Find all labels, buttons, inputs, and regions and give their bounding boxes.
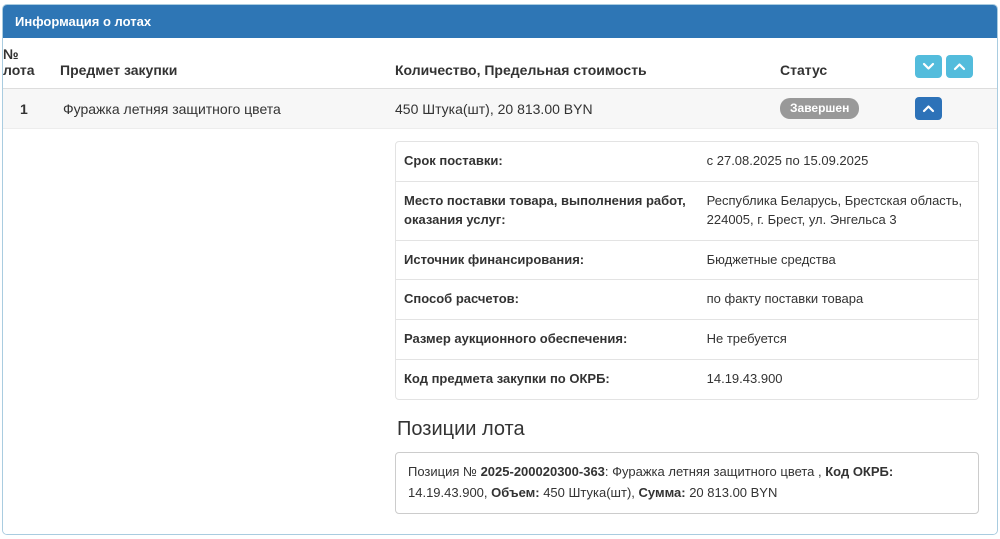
detail-label: Источник финансирования:	[396, 239, 699, 280]
lot-actions-cell	[915, 88, 997, 129]
detail-row-delivery-place: Место поставки товара, выполнения работ,…	[396, 180, 978, 240]
lot-quantity-cell: 450 Штука(шт), 20 813.00 BYN	[395, 88, 780, 129]
lot-subject-cell: Фуражка летняя защитного цвета	[60, 88, 395, 129]
lot-details-row: Срок поставки: с 27.08.2025 по 15.09.202…	[3, 128, 997, 534]
detail-row-auction-security: Размер аукционного обеспечения: Не требу…	[396, 319, 978, 359]
detail-value: Республика Беларусь, Брестская область, …	[698, 180, 978, 240]
chevron-up-icon	[953, 59, 966, 74]
header-lot-number: № лота	[3, 38, 60, 89]
collapse-all-button[interactable]	[946, 55, 973, 78]
detail-value: с 27.08.2025 по 15.09.2025	[706, 153, 869, 168]
lot-positions-title: Позиции лота	[397, 417, 525, 440]
detail-label: Размер аукционного обеспечения:	[396, 319, 699, 359]
position-text: Позиция №	[408, 463, 481, 479]
position-sum-label: Сумма:	[638, 484, 686, 500]
lot-position-item: Позиция № 2025-200020300-363: Фуражка ле…	[395, 451, 979, 514]
detail-label: Код предмета закупки по ОКРБ:	[396, 359, 699, 399]
position-number: 2025-200020300-363	[480, 463, 605, 479]
detail-value: 14.19.43.900	[698, 359, 978, 399]
detail-label: Срок поставки:	[404, 153, 503, 168]
detail-label: Место поставки товара, выполнения работ,…	[396, 180, 699, 240]
header-status: Статус	[780, 38, 915, 89]
position-text: : Фуражка летняя защитного цвета ,	[604, 463, 826, 479]
table-row: 1 Фуражка летняя защитного цвета 450 Шту…	[3, 88, 997, 129]
detail-value: Не требуется	[698, 319, 978, 359]
expand-all-button[interactable]	[915, 55, 942, 78]
position-okrb-label: Код ОКРБ:	[825, 463, 894, 479]
lot-status-cell: Завершен	[780, 88, 915, 129]
detail-row-funding-source: Источник финансирования: Бюджетные средс…	[396, 239, 978, 280]
detail-value: Бюджетные средства	[698, 239, 978, 280]
position-okrb-value: 14.19.43.900,	[408, 484, 492, 500]
lot-number-cell: 1	[3, 88, 60, 129]
lot-details-cell: Срок поставки: с 27.08.2025 по 15.09.202…	[3, 128, 997, 534]
chevron-down-icon	[922, 59, 935, 74]
status-badge: Завершен	[780, 98, 860, 119]
lots-panel: Информация о лотах № лота Предмет закупк…	[2, 4, 998, 535]
lot-details-table: Срок поставки: с 27.08.2025 по 15.09.202…	[395, 141, 979, 400]
position-volume-value: 450 Штука(шт),	[539, 484, 639, 500]
header-actions	[915, 38, 997, 89]
detail-value: по факту поставки товара	[698, 279, 978, 319]
detail-row-okrb-code: Код предмета закупки по ОКРБ: 14.19.43.9…	[396, 359, 978, 399]
panel-title: Информация о лотах	[3, 5, 997, 38]
header-quantity: Количество, Предельная стоимость	[395, 38, 780, 89]
detail-label: Способ расчетов:	[396, 279, 699, 319]
position-volume-label: Объем:	[491, 484, 540, 500]
position-sum-value: 20 813.00 BYN	[685, 484, 778, 500]
detail-row-payment-method: Способ расчетов: по факту поставки товар…	[396, 279, 978, 319]
header-subject: Предмет закупки	[60, 38, 395, 89]
collapse-lot-button[interactable]	[915, 97, 942, 120]
chevron-up-icon	[922, 101, 935, 116]
table-header-row: № лота Предмет закупки Количество, Преде…	[3, 38, 997, 89]
detail-row-delivery-period: Срок поставки: с 27.08.2025 по 15.09.202…	[396, 142, 978, 181]
lots-table: № лота Предмет закупки Количество, Преде…	[3, 38, 997, 534]
